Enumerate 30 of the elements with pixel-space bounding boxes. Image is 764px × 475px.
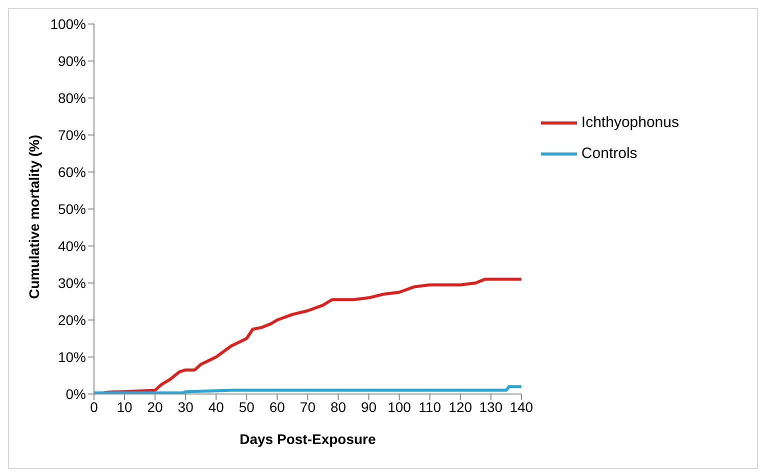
x-tick-label: 70 xyxy=(300,398,316,415)
x-tick-label: 60 xyxy=(269,398,286,415)
x-tick-label: 20 xyxy=(147,398,164,415)
x-tick-label: 110 xyxy=(418,398,442,415)
x-tick-label: 120 xyxy=(448,398,472,415)
x-tick-label: 0 xyxy=(90,398,98,415)
x-tick-label: 100 xyxy=(388,398,412,415)
y-tick-label: 40% xyxy=(58,238,86,254)
x-tick-label: 30 xyxy=(178,398,194,415)
x-tick-label: 40 xyxy=(208,398,224,415)
y-tick-label: 20% xyxy=(58,312,86,328)
y-tick-label: 50% xyxy=(58,200,86,217)
x-tick-label: 130 xyxy=(479,398,503,415)
y-tick-label: 60% xyxy=(58,164,86,180)
y-tick-label: 10% xyxy=(58,348,86,365)
x-tick-label: 10 xyxy=(116,398,133,415)
x-tick-label: 80 xyxy=(330,398,346,415)
y-tick-label: 30% xyxy=(58,274,86,291)
y-tick-label: 0% xyxy=(66,386,86,402)
y-tick-label: 80% xyxy=(58,90,86,106)
legend-label: Ichthyophonus xyxy=(581,114,679,131)
x-axis-title: Days Post-Exposure xyxy=(240,431,376,447)
y-tick-label: 70% xyxy=(58,126,86,143)
y-axis-title: Cumulative mortality (%) xyxy=(26,134,42,299)
x-tick-label: 50 xyxy=(238,398,255,415)
x-tick-label: 90 xyxy=(360,398,377,415)
y-tick-label: 100% xyxy=(50,16,86,32)
y-tick-label: 90% xyxy=(58,52,86,69)
x-tick-label: 140 xyxy=(510,398,534,415)
legend-label: Controls xyxy=(581,145,638,162)
